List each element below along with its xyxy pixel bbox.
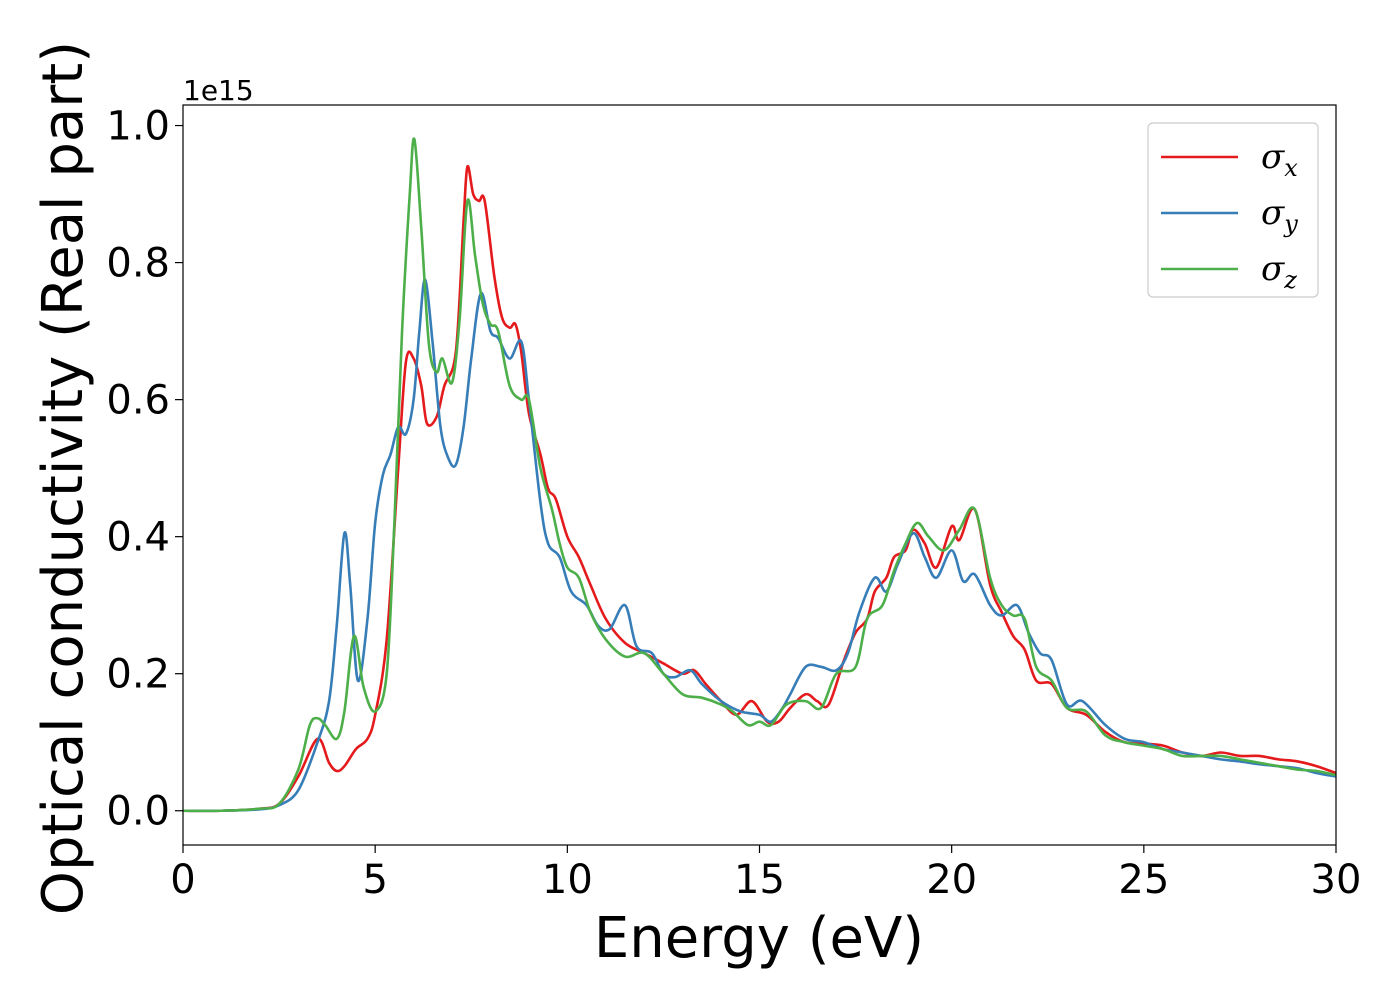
y-tick-label: 0.6 xyxy=(106,378,170,424)
y-tick-label: 0.2 xyxy=(106,652,170,698)
y-axis-title: Optical conductivity (Real part) xyxy=(31,41,96,915)
y-tick-label: 0.4 xyxy=(106,515,170,561)
x-tick-label: 20 xyxy=(926,857,977,903)
x-axis: 0 5 10 15 20 25 30 xyxy=(170,845,1361,903)
y-tick-label: 0.0 xyxy=(106,789,170,835)
series-line-z xyxy=(182,137,1337,813)
x-tick-label: 15 xyxy=(734,857,785,903)
y-tick-label: 1.0 xyxy=(106,104,170,150)
series-layer xyxy=(182,137,1337,813)
x-tick-label: 10 xyxy=(542,857,593,903)
x-axis-title: Energy (eV) xyxy=(594,906,924,971)
y-offset-label: 1e15 xyxy=(183,74,254,107)
y-axis: 0.0 0.2 0.4 0.6 0.8 1.0 xyxy=(106,104,183,835)
legend-box xyxy=(1147,122,1319,298)
x-tick-label: 5 xyxy=(362,857,387,903)
x-tick-label: 25 xyxy=(1118,857,1169,903)
y-tick-label: 0.8 xyxy=(106,241,170,287)
x-tick-label: 0 xyxy=(170,857,195,903)
x-tick-label: 30 xyxy=(1311,857,1362,903)
